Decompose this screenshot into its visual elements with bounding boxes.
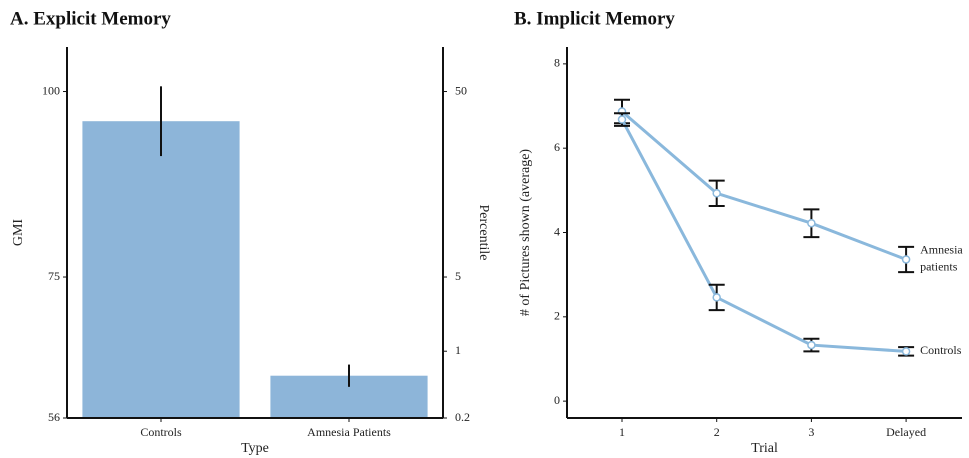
x-tick-label: 3	[808, 425, 814, 439]
y-tick-label: 100	[42, 83, 60, 97]
y-axis-label: GMI	[11, 219, 26, 247]
y-tick-label: 4	[554, 224, 560, 238]
series-line	[621, 110, 907, 261]
y-axis-label: # of Pictures shown (average)	[518, 149, 533, 317]
y-tick-label: 56	[48, 410, 60, 424]
y2-tick-label: 0.2	[455, 410, 470, 424]
y2-axis-label: Percentile	[476, 205, 491, 261]
x-tick-label: Delayed	[886, 425, 926, 439]
y-tick-label: 0	[554, 393, 560, 407]
y-tick-label: 75	[48, 269, 60, 283]
x-axis-label: Type	[241, 441, 269, 456]
x-tick-label: Controls	[140, 425, 182, 439]
point	[617, 115, 627, 124]
point	[901, 347, 911, 356]
x-tick-label: Amnesia Patients	[307, 425, 391, 439]
y-tick-label: 8	[554, 56, 560, 70]
x-axis-label: Trial	[751, 441, 778, 456]
series-label: Amnesia patients	[920, 242, 963, 273]
y2-tick-label: 50	[455, 83, 467, 97]
y2-tick-label: 1	[455, 343, 461, 357]
x-tick-label: 1	[619, 425, 625, 439]
point	[712, 189, 721, 198]
y-tick-label: 2	[554, 309, 560, 323]
y-tick-label: 6	[554, 140, 560, 154]
series-line	[620, 118, 907, 353]
point	[901, 255, 911, 264]
bar	[82, 121, 240, 418]
point	[807, 340, 816, 350]
x-tick-label: 2	[714, 425, 720, 439]
point	[807, 218, 816, 228]
point	[712, 293, 721, 302]
chart-title: A. Explicit Memory	[10, 8, 171, 29]
y2-tick-label: 5	[455, 269, 461, 283]
series-label: Controls	[920, 343, 962, 357]
chart-title: B. Implicit Memory	[514, 8, 675, 29]
